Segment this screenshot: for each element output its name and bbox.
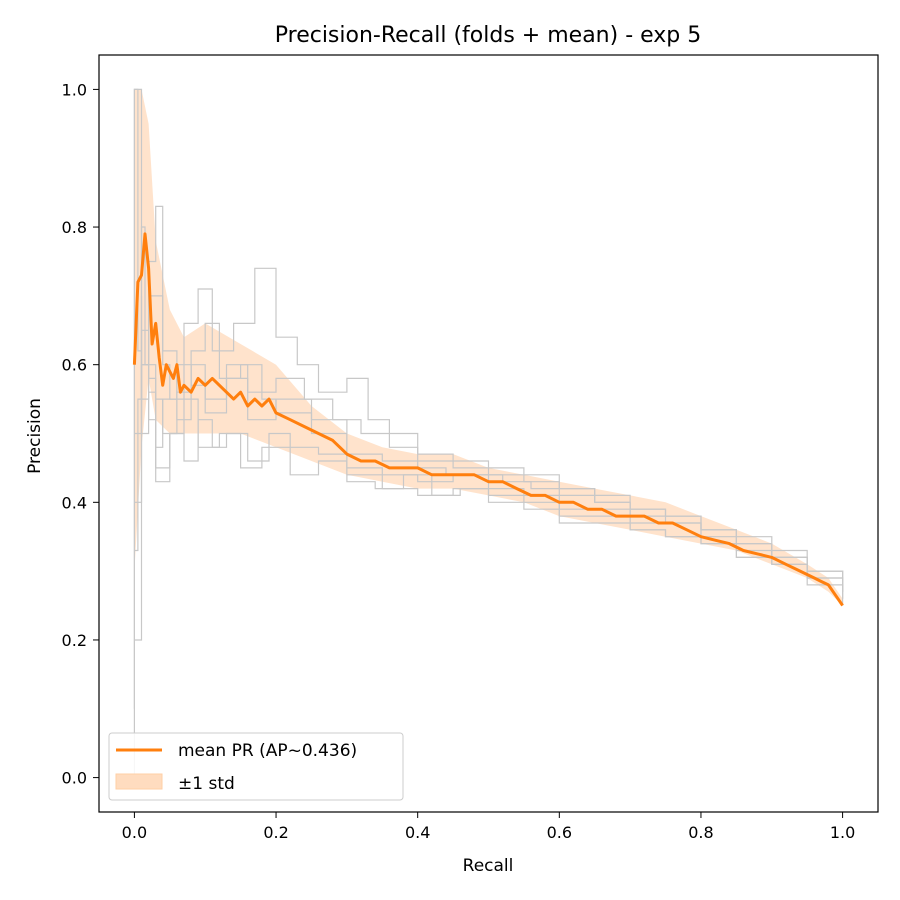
- y-tick-label: 0.8: [62, 218, 87, 237]
- y-tick-label: 0.6: [62, 356, 87, 375]
- legend-box: [108, 732, 404, 801]
- mean-pr-line: [132, 232, 844, 607]
- fold-curve-6: [134, 295, 844, 641]
- y-tick-label: 1.0: [62, 80, 87, 99]
- legend-std-swatch: [115, 773, 163, 790]
- legend-std-label: ±1 std: [178, 774, 235, 794]
- x-tick-label: 0.0: [122, 823, 147, 842]
- x-tick-label: 0.4: [405, 823, 430, 842]
- x-tick-label: 1.0: [830, 823, 855, 842]
- legend-mean-label: mean PR (AP~0.436): [178, 741, 357, 761]
- x-tick-label: 0.6: [547, 823, 572, 842]
- y-tick-label: 0.4: [62, 493, 87, 512]
- plot-frame: [98, 54, 879, 813]
- y-tick-label: 0.0: [62, 769, 87, 788]
- x-axis-label: Recall: [463, 856, 514, 876]
- legend: mean PR (AP~0.436) ±1 std: [108, 732, 404, 801]
- axis-ticks: 0.0 0.2 0.4 0.6 0.8 1.0 0.0 0.2 0.4 0.6 0.8 1.0: [62, 80, 856, 842]
- chart-title: Precision-Recall (folds + mean) - exp 5: [275, 23, 702, 48]
- y-tick-label: 0.2: [62, 631, 87, 650]
- plot-area: [132, 88, 844, 778]
- x-tick-label: 0.8: [688, 823, 713, 842]
- y-axis-label: Precision: [25, 398, 45, 474]
- x-tick-label: 0.2: [263, 823, 288, 842]
- fold-curve-4: [134, 205, 844, 592]
